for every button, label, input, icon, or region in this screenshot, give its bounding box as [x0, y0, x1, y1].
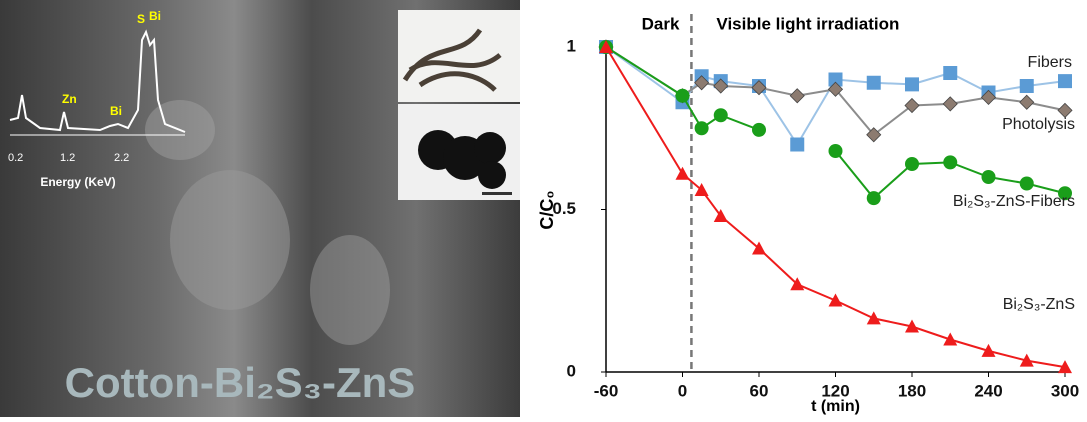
annotation: Visible light irradiation — [716, 14, 899, 33]
eds-peak-label: Zn — [62, 92, 77, 106]
marker — [829, 294, 843, 307]
marker — [1020, 95, 1034, 109]
eds-tick-label: 2.2 — [114, 152, 129, 164]
marker — [676, 167, 690, 180]
series-line — [606, 47, 1065, 198]
particle — [478, 161, 506, 189]
marker — [752, 123, 766, 137]
x-tick-label: -60 — [594, 381, 619, 400]
image-caption: Cotton-Bi₂S₃-ZnS — [65, 359, 416, 406]
x-axis-label: t (min) — [811, 398, 860, 415]
marker — [943, 155, 957, 169]
x-tick-label: 240 — [974, 381, 1002, 400]
eds-peak-label: Bi — [149, 9, 161, 23]
x-tick-label: 300 — [1051, 381, 1079, 400]
marker — [829, 144, 843, 158]
marker — [676, 89, 690, 103]
annotation: Dark — [642, 14, 680, 33]
marker — [695, 121, 709, 135]
y-tick-label: 0 — [567, 361, 576, 380]
marker — [1020, 177, 1034, 191]
marker — [943, 97, 957, 111]
marker — [867, 191, 881, 205]
marker — [1020, 79, 1034, 93]
eds-tick-label: 1.2 — [60, 152, 75, 164]
marker — [867, 311, 881, 324]
photo-fibers — [398, 10, 520, 102]
eds-tick-label: 0.2 — [8, 152, 23, 164]
eds-x-label: Energy (KeV) — [40, 175, 115, 189]
marker — [905, 157, 919, 171]
marker — [714, 108, 728, 122]
particle — [474, 132, 506, 164]
particle-cluster — [310, 235, 390, 345]
eds-peak-label: Bi — [110, 104, 122, 118]
series-label: Bi₂S₃-ZnS — [1003, 296, 1075, 313]
marker — [905, 77, 919, 91]
y-tick-label: 1 — [567, 36, 576, 55]
marker — [1058, 74, 1072, 88]
marker — [982, 170, 996, 184]
eds-peak-label: S — [137, 12, 145, 26]
series-label: Photolysis — [1002, 116, 1075, 133]
page: S Bi Zn Bi 0.2 1.2 2.2 Energy (KeV) Cott… — [0, 0, 1087, 417]
marker — [790, 138, 804, 152]
marker — [867, 76, 881, 90]
figure: S Bi Zn Bi 0.2 1.2 2.2 Energy (KeV) Cott… — [0, 0, 1087, 417]
sem-image: S Bi Zn Bi 0.2 1.2 2.2 Energy (KeV) Cott… — [0, 0, 520, 417]
y-axis-label: C/C₀ — [537, 190, 557, 229]
series-label: Bi₂S₃-ZnS-Fibers — [953, 193, 1075, 210]
series-label: Fibers — [1028, 54, 1072, 71]
scale-bar — [482, 192, 512, 195]
x-tick-label: 180 — [898, 381, 926, 400]
marker — [943, 333, 957, 346]
marker — [943, 66, 957, 80]
x-tick-label: 60 — [750, 381, 769, 400]
particle-cluster — [170, 170, 290, 310]
marker — [790, 89, 804, 103]
x-tick-label: 0 — [678, 381, 687, 400]
